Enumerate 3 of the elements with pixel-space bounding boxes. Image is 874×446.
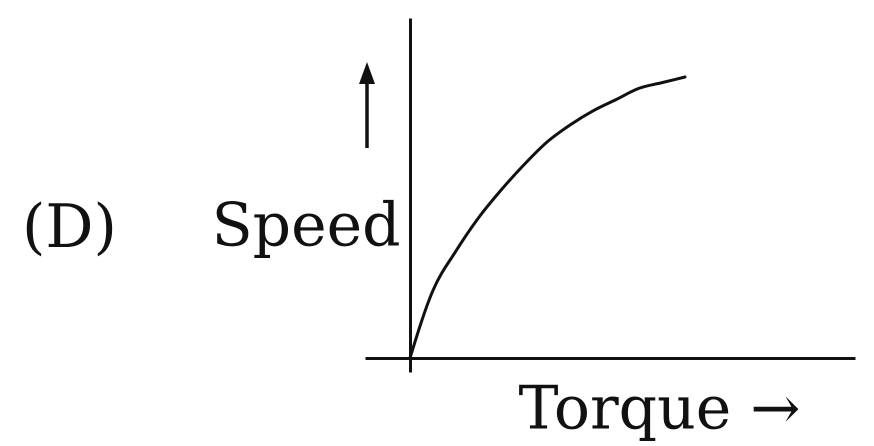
text: (D) <box>22 192 117 262</box>
x-axis-title: Torque → <box>518 374 801 444</box>
y-axis-title: Speed <box>212 190 400 260</box>
